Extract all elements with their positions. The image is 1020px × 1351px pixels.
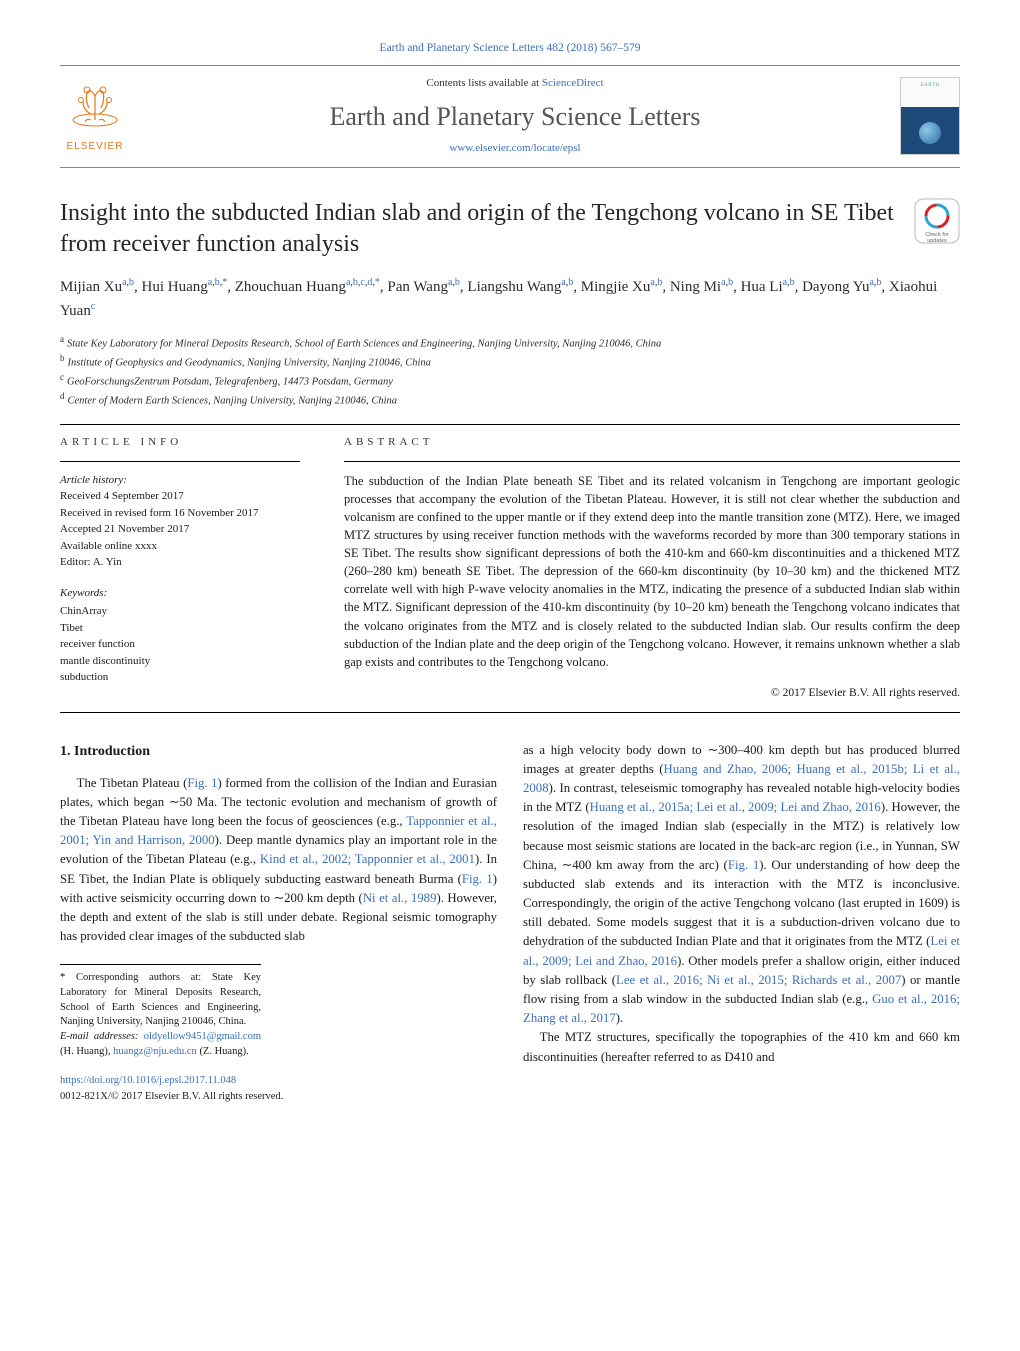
corresponding-note: * Corresponding authors at: State Key La… (60, 971, 261, 1030)
abstract-label: abstract (344, 435, 960, 451)
paper-title: Insight into the subducted Indian slab a… (60, 198, 900, 260)
email-link-2[interactable]: huangz@nju.edu.cn (113, 1046, 197, 1057)
journal-title: Earth and Planetary Science Letters (130, 98, 900, 136)
article-info-label: article info (60, 435, 300, 451)
intro-heading: 1. Introduction (60, 741, 497, 762)
history-received: Received 4 September 2017 (60, 488, 300, 505)
meta-abstract-row: article info Article history: Received 4… (60, 435, 960, 702)
body-columns: 1. Introduction The Tibetan Plateau (Fig… (60, 741, 960, 1105)
footnotes: * Corresponding authors at: State Key La… (60, 964, 261, 1059)
elsevier-label: ELSEVIER (67, 140, 124, 155)
email-addresses: E-mail addresses: oldyellow9451@gmail.co… (60, 1030, 261, 1059)
elsevier-tree-icon (65, 78, 125, 138)
article-history: Article history: Received 4 September 20… (60, 472, 300, 571)
abstract-rule (344, 461, 960, 462)
doi-line: https://doi.org/10.1016/j.epsl.2017.11.0… (60, 1073, 497, 1089)
journal-homepage-link[interactable]: www.elsevier.com/locate/epsl (449, 142, 580, 154)
keywords-list: ChinArrayTibetreceiver functionmantle di… (60, 603, 300, 686)
contents-prefix: Contents lists available at (426, 77, 541, 89)
emails-label: E-mail addresses: (60, 1031, 138, 1042)
issn-copyright: 0012-821X/© 2017 Elsevier B.V. All right… (60, 1089, 497, 1105)
abstract-column: abstract The subduction of the Indian Pl… (344, 435, 960, 702)
doi-link[interactable]: https://doi.org/10.1016/j.epsl.2017.11.0… (60, 1075, 236, 1086)
history-revised: Received in revised form 16 November 201… (60, 505, 300, 522)
intro-paragraph-1: The Tibetan Plateau (Fig. 1) formed from… (60, 774, 497, 947)
email1-name: (H. Huang), (60, 1046, 113, 1057)
contents-line: Contents lists available at ScienceDirec… (130, 76, 900, 92)
intro-paragraph-2: as a high velocity body down to ∼300–400… (523, 741, 960, 1029)
history-accepted: Accepted 21 November 2017 (60, 521, 300, 538)
keywords-block: Keywords: ChinArrayTibetreceiver functio… (60, 585, 300, 686)
history-online: Available online xxxx (60, 538, 300, 555)
bottom-rule (60, 712, 960, 713)
homepage-line: www.elsevier.com/locate/epsl (130, 141, 900, 157)
svg-text:updates: updates (927, 238, 947, 244)
email2-name: (Z. Huang). (197, 1046, 249, 1057)
intro-paragraph-3: The MTZ structures, specifically the top… (523, 1028, 960, 1066)
article-info-column: article info Article history: Received 4… (60, 435, 300, 702)
abstract-text: The subduction of the Indian Plate benea… (344, 472, 960, 671)
title-row: Insight into the subducted Indian slab a… (60, 198, 960, 260)
history-editor: Editor: A. Yin (60, 554, 300, 571)
citation-header: Earth and Planetary Science Letters 482 … (60, 40, 960, 57)
crossmark-badge-icon[interactable]: Check for updates (914, 198, 960, 244)
elsevier-logo: ELSEVIER (60, 76, 130, 156)
citation-link[interactable]: Earth and Planetary Science Letters 482 … (380, 42, 641, 54)
banner-center: Contents lists available at ScienceDirec… (130, 76, 900, 158)
history-heading: Article history: (60, 472, 300, 489)
info-rule (60, 461, 300, 462)
author-list: Mijian Xua,b, Hui Huanga,b,*, Zhouchuan … (60, 275, 960, 323)
corresponding-text: Corresponding authors at: State Key Labo… (60, 972, 261, 1027)
journal-banner: ELSEVIER Contents lists available at Sci… (60, 65, 960, 169)
journal-cover-thumbnail (900, 77, 960, 155)
body-column-right: as a high velocity body down to ∼300–400… (523, 741, 960, 1105)
body-column-left: 1. Introduction The Tibetan Plateau (Fig… (60, 741, 497, 1105)
affiliation-list: aState Key Laboratory for Mineral Deposi… (60, 333, 960, 410)
keywords-heading: Keywords: (60, 585, 300, 602)
abstract-copyright: © 2017 Elsevier B.V. All rights reserved… (344, 685, 960, 702)
sciencedirect-link[interactable]: ScienceDirect (542, 77, 604, 89)
separator-rule (60, 424, 960, 425)
email-link-1[interactable]: oldyellow9451@gmail.com (144, 1031, 261, 1042)
